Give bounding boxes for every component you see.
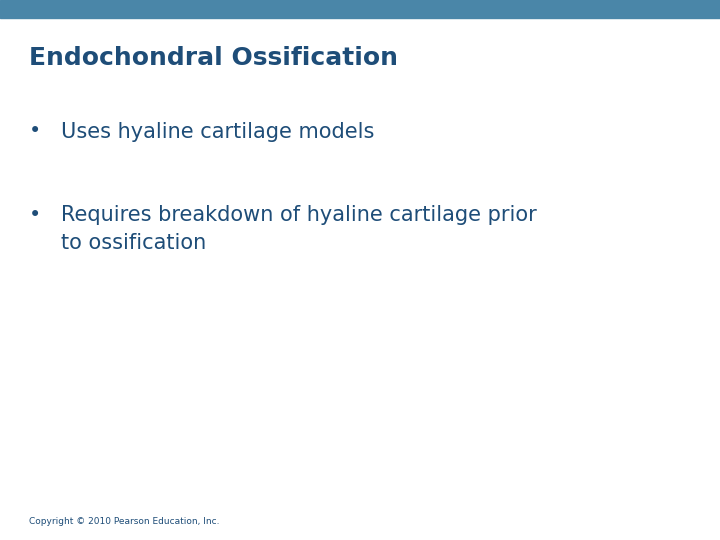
Bar — [0, 0, 720, 18]
Text: Requires breakdown of hyaline cartilage prior
to ossification: Requires breakdown of hyaline cartilage … — [61, 205, 537, 253]
Text: Endochondral Ossification: Endochondral Ossification — [29, 46, 397, 70]
Text: •: • — [29, 205, 41, 225]
Text: •: • — [29, 122, 41, 141]
Text: Uses hyaline cartilage models: Uses hyaline cartilage models — [61, 122, 374, 141]
Text: Copyright © 2010 Pearson Education, Inc.: Copyright © 2010 Pearson Education, Inc. — [29, 517, 220, 526]
